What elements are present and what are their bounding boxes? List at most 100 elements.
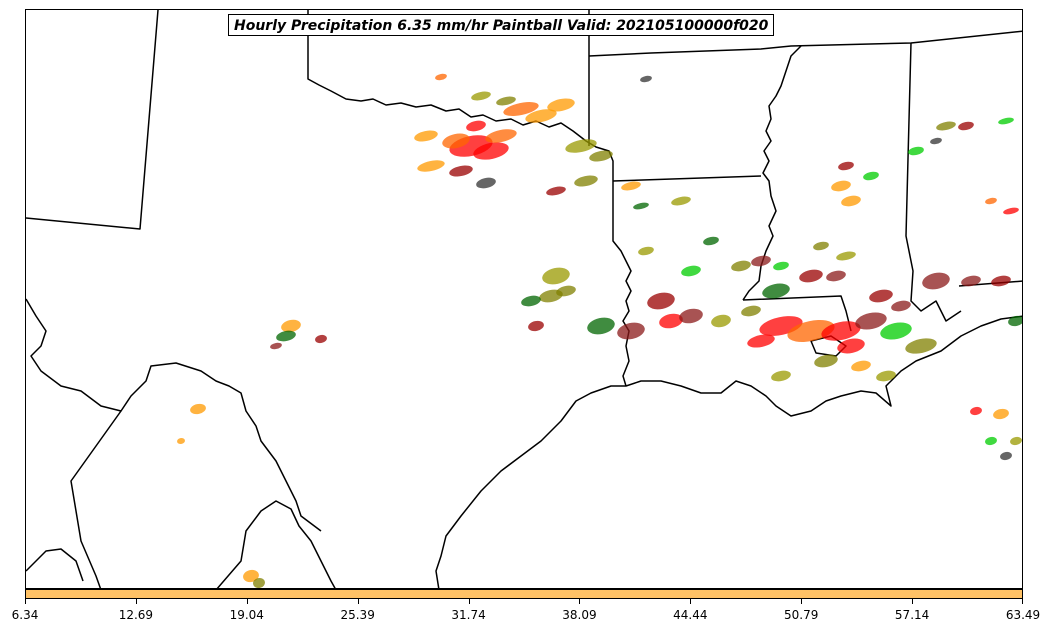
precip-blob: [985, 436, 997, 446]
precip-blob: [442, 133, 470, 149]
precip-blob: [528, 320, 544, 332]
map-panel: [25, 9, 1023, 589]
precip-blob: [993, 408, 1009, 420]
colorbar-tick: [690, 599, 692, 604]
precip-blob: [799, 269, 823, 283]
precip-blob: [855, 312, 887, 330]
precip-blob: [836, 251, 856, 261]
precip-blob: [671, 196, 691, 206]
precip-blob: [841, 195, 861, 207]
precip-blob: [633, 202, 649, 210]
precip-blob: [991, 275, 1011, 287]
precip-blob: [587, 317, 615, 335]
border-ark-south: [612, 175, 762, 182]
colorbar: [25, 589, 1023, 599]
colorbar-tick-label: 12.69: [118, 608, 154, 622]
colorbar-tick: [912, 599, 914, 604]
colorbar-tick: [25, 599, 26, 604]
colorbar-tick-label: 44.44: [673, 608, 708, 622]
precipitation-blobs: [177, 73, 1022, 588]
precip-blob: [970, 406, 982, 416]
precip-blob: [863, 171, 879, 181]
colorbar-tick: [1022, 599, 1023, 604]
precip-blob: [476, 177, 496, 189]
precip-blob: [471, 91, 491, 101]
precip-blob: [814, 354, 838, 368]
precip-blob: [891, 300, 911, 312]
precipitation-map: [26, 10, 1022, 588]
precip-blob: [880, 322, 912, 340]
precip-blob: [640, 75, 652, 83]
precip-blob: [177, 437, 185, 445]
precip-blob: [826, 270, 846, 282]
precip-blob: [647, 292, 675, 310]
precip-blob: [449, 165, 473, 177]
precip-blob: [908, 146, 924, 156]
precip-blob: [985, 197, 997, 205]
colorbar-tick: [468, 599, 470, 604]
precip-blob: [747, 334, 775, 348]
precip-blob: [1008, 315, 1022, 327]
precip-blob: [243, 569, 259, 583]
precip-blob: [556, 285, 576, 297]
precip-blob: [414, 130, 438, 142]
border-ms-al: [905, 42, 962, 322]
colorbar-tick-label: 6.34: [11, 608, 39, 622]
border-missouri: [588, 30, 1022, 57]
precip-blob: [565, 139, 597, 153]
precip-blob: [998, 117, 1014, 125]
precip-blob: [503, 102, 539, 116]
precip-blob: [1000, 451, 1012, 461]
border-mexico-1: [70, 410, 122, 588]
border-mexico-3: [216, 500, 336, 588]
colorbar-tick: [579, 599, 581, 604]
precip-blob: [773, 261, 789, 271]
colorbar-tick: [357, 599, 359, 604]
precip-blob: [703, 236, 719, 246]
precip-blob: [813, 241, 829, 251]
precip-blob: [751, 255, 771, 267]
precip-blob: [617, 322, 645, 340]
colorbar-tick-label: 25.39: [340, 608, 375, 622]
colorbar-tick: [246, 599, 248, 604]
precip-blob: [961, 275, 981, 287]
precip-blob: [1010, 436, 1022, 446]
colorbar-tick-label: 31.74: [451, 608, 486, 622]
precip-blob: [681, 265, 701, 277]
border-tx-west: [26, 298, 322, 532]
precip-blob: [417, 160, 445, 172]
precip-blob: [276, 330, 296, 342]
map-title: Hourly Precipitation 6.35 mm/hr Paintbal…: [228, 14, 775, 36]
precip-blob: [771, 370, 791, 382]
colorbar-tick: [801, 599, 803, 604]
precip-blob: [837, 338, 865, 354]
precip-blob: [315, 334, 327, 344]
colorbar-tick-label: 38.09: [562, 608, 597, 622]
precip-blob: [869, 289, 893, 303]
precip-blob: [821, 321, 861, 341]
precip-blob: [905, 338, 937, 354]
border-oklahoma: [307, 10, 614, 181]
state-borders: [26, 10, 1022, 588]
border-mexico-2: [26, 548, 84, 582]
precip-blob: [741, 305, 761, 317]
precip-blob: [253, 577, 265, 588]
precip-blob: [574, 175, 598, 187]
precip-blob: [851, 360, 871, 372]
precip-blob: [281, 319, 301, 333]
precip-blob: [876, 370, 896, 382]
gulf-coast: [435, 315, 1022, 588]
colorbar-tick-label: 19.04: [229, 608, 264, 622]
precip-blob: [838, 161, 854, 171]
precip-blob: [958, 121, 974, 131]
precip-blob: [546, 186, 566, 196]
precip-blob: [638, 246, 654, 256]
colorbar-tick-label: 63.49: [1005, 608, 1041, 622]
precip-blob: [831, 180, 851, 192]
precip-blob: [521, 295, 541, 307]
precip-blob: [270, 342, 282, 350]
border-tx-la: [612, 181, 632, 387]
precip-blob: [589, 150, 613, 162]
colorbar-tick-label: 57.14: [894, 608, 930, 622]
precip-blob: [679, 308, 703, 324]
